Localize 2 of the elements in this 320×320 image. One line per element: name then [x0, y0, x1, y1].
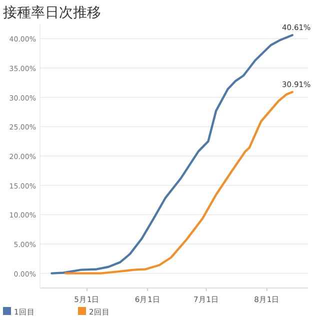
line-series	[64, 90, 294, 274]
chart-title: 接種率日次推移	[3, 5, 101, 21]
